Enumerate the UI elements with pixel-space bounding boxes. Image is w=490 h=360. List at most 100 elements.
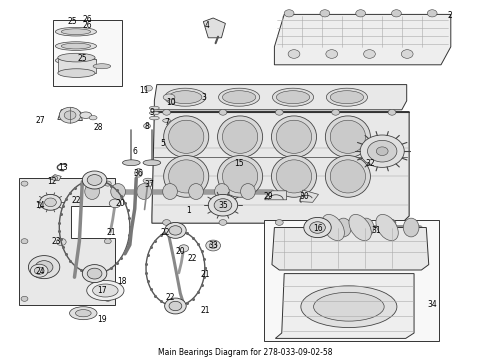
Ellipse shape — [109, 199, 121, 208]
Ellipse shape — [164, 156, 209, 197]
Ellipse shape — [336, 218, 351, 237]
Ellipse shape — [64, 111, 76, 120]
Text: 36: 36 — [134, 169, 144, 178]
Text: 31: 31 — [371, 226, 381, 235]
Ellipse shape — [388, 109, 396, 115]
Ellipse shape — [189, 184, 203, 199]
Text: 14: 14 — [35, 201, 45, 210]
Ellipse shape — [93, 284, 118, 297]
Ellipse shape — [163, 94, 175, 100]
Ellipse shape — [215, 184, 229, 199]
Ellipse shape — [330, 120, 366, 153]
Ellipse shape — [111, 184, 125, 199]
Ellipse shape — [55, 27, 97, 36]
Ellipse shape — [61, 29, 91, 35]
Text: 23: 23 — [51, 238, 61, 246]
Ellipse shape — [325, 156, 370, 197]
Ellipse shape — [145, 85, 152, 91]
Text: 4: 4 — [204, 21, 209, 30]
Ellipse shape — [169, 120, 204, 153]
Ellipse shape — [401, 50, 413, 58]
Ellipse shape — [284, 10, 294, 17]
Ellipse shape — [169, 91, 202, 104]
Ellipse shape — [21, 296, 28, 301]
Ellipse shape — [222, 120, 258, 153]
Ellipse shape — [104, 239, 111, 244]
Text: Main Bearings Diagram for 278-033-09-02-58: Main Bearings Diagram for 278-033-09-02-… — [158, 348, 332, 356]
Ellipse shape — [82, 265, 107, 283]
Ellipse shape — [55, 42, 97, 50]
Text: 18: 18 — [117, 277, 126, 286]
Text: 28: 28 — [93, 123, 103, 132]
Ellipse shape — [332, 109, 340, 115]
Ellipse shape — [325, 116, 370, 158]
Ellipse shape — [59, 107, 81, 123]
Ellipse shape — [58, 69, 95, 77]
Ellipse shape — [403, 218, 419, 237]
Polygon shape — [49, 175, 61, 181]
Ellipse shape — [360, 135, 404, 167]
Polygon shape — [203, 18, 225, 38]
Ellipse shape — [135, 168, 143, 177]
Ellipse shape — [52, 176, 58, 180]
Ellipse shape — [301, 286, 397, 328]
Text: 27: 27 — [35, 116, 45, 125]
Ellipse shape — [271, 116, 317, 158]
Text: 2: 2 — [447, 10, 452, 19]
Ellipse shape — [55, 56, 97, 65]
Ellipse shape — [21, 239, 28, 244]
Ellipse shape — [28, 256, 60, 279]
Ellipse shape — [89, 116, 97, 120]
Ellipse shape — [56, 238, 66, 246]
Ellipse shape — [312, 222, 330, 235]
Ellipse shape — [149, 106, 159, 110]
Ellipse shape — [45, 198, 56, 207]
Text: 29: 29 — [264, 192, 273, 201]
Text: 21: 21 — [107, 228, 117, 237]
Text: 22: 22 — [161, 228, 171, 237]
Ellipse shape — [163, 109, 171, 115]
Ellipse shape — [87, 175, 102, 185]
Ellipse shape — [326, 88, 368, 106]
Polygon shape — [274, 14, 451, 65]
Ellipse shape — [310, 222, 325, 233]
Ellipse shape — [356, 10, 366, 17]
Ellipse shape — [392, 10, 401, 17]
Text: 32: 32 — [365, 159, 375, 168]
Text: 25: 25 — [68, 17, 77, 26]
Ellipse shape — [165, 298, 186, 314]
Ellipse shape — [82, 171, 107, 189]
Ellipse shape — [165, 88, 206, 106]
Ellipse shape — [218, 156, 263, 197]
Ellipse shape — [314, 292, 384, 321]
Ellipse shape — [322, 215, 344, 240]
Ellipse shape — [149, 116, 159, 120]
Text: 15: 15 — [234, 159, 244, 168]
Ellipse shape — [30, 264, 48, 277]
Text: 13: 13 — [58, 163, 68, 172]
Ellipse shape — [163, 220, 171, 225]
Ellipse shape — [275, 220, 283, 225]
Ellipse shape — [219, 220, 227, 225]
Ellipse shape — [219, 88, 260, 106]
Ellipse shape — [206, 240, 220, 251]
Ellipse shape — [87, 280, 124, 301]
Ellipse shape — [427, 10, 437, 17]
Text: 34: 34 — [427, 300, 437, 309]
Ellipse shape — [376, 147, 388, 156]
Ellipse shape — [61, 58, 91, 63]
Ellipse shape — [209, 243, 217, 248]
Ellipse shape — [168, 99, 175, 104]
Ellipse shape — [381, 218, 396, 237]
Ellipse shape — [35, 261, 53, 274]
Ellipse shape — [137, 184, 151, 199]
Ellipse shape — [219, 109, 227, 115]
Text: 26: 26 — [82, 21, 92, 30]
Ellipse shape — [85, 184, 99, 199]
Ellipse shape — [271, 156, 317, 197]
Ellipse shape — [349, 215, 371, 240]
Ellipse shape — [276, 160, 312, 193]
Ellipse shape — [368, 140, 397, 162]
Ellipse shape — [222, 160, 258, 193]
Text: 11: 11 — [139, 86, 148, 95]
